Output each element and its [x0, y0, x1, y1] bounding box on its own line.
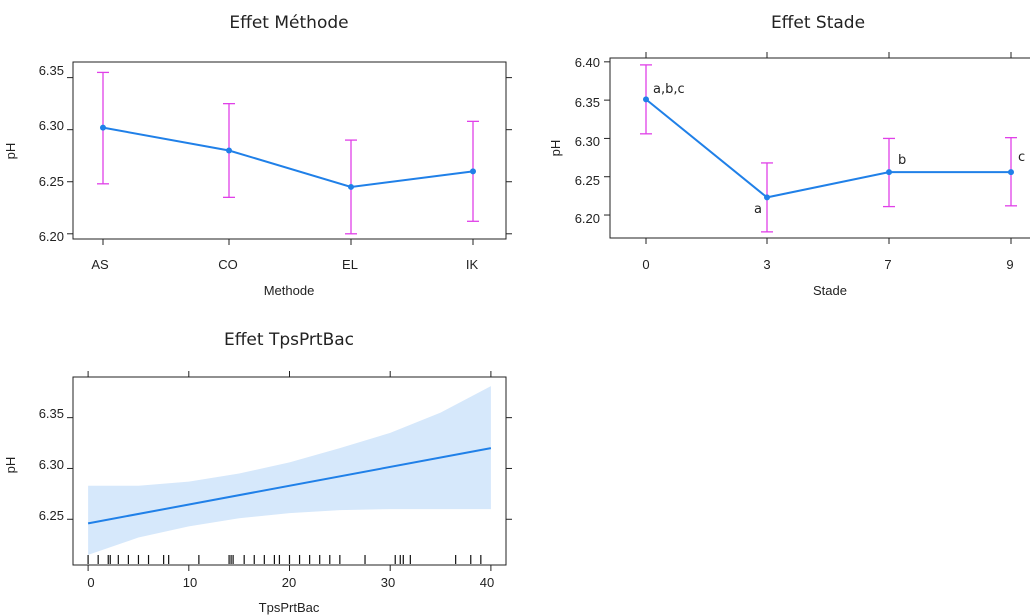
plot-area — [604, 52, 1017, 244]
data-point — [1008, 169, 1014, 176]
x-tick-label: 3 — [763, 257, 770, 272]
annotation-label: b — [898, 153, 906, 168]
series-line — [102, 126, 474, 188]
x-axis-label: TpsPrtBac — [259, 600, 320, 615]
data-point — [470, 168, 476, 175]
annotation-label: a,b,c — [653, 82, 685, 97]
y-axis-label: pH — [3, 457, 18, 474]
chart-title: Effet TpsPrtBac — [224, 330, 354, 350]
x-tick-label: AS — [91, 257, 109, 272]
data-point — [643, 96, 649, 103]
x-tick-label: 20 — [282, 575, 296, 590]
x-tick-label: 30 — [381, 575, 395, 590]
y-axis-label: pH — [3, 143, 18, 160]
x-tick-label: 10 — [183, 575, 197, 590]
data-point — [226, 147, 232, 154]
y-tick-label: 6.35 — [575, 95, 600, 110]
x-tick-label: 0 — [87, 575, 94, 590]
plot-area — [67, 371, 512, 571]
data-point — [348, 183, 354, 190]
y-tick-label: 6.30 — [575, 134, 600, 149]
y-tick-label: 6.25 — [39, 508, 64, 523]
y-tick-label: 6.40 — [575, 55, 600, 70]
x-tick-label: 0 — [642, 257, 649, 272]
series-line — [87, 447, 492, 525]
x-tick-label: IK — [466, 257, 479, 272]
y-tick-label: 6.35 — [39, 63, 64, 78]
y-tick-label: 6.25 — [39, 174, 64, 189]
y-tick-label: 6.35 — [39, 406, 64, 421]
x-tick-label: 40 — [480, 575, 494, 590]
chart-title: Effet Stade — [771, 13, 865, 33]
data-point — [100, 124, 106, 131]
annotation-label: c — [1018, 150, 1025, 165]
y-tick-label: 6.20 — [39, 229, 64, 244]
x-axis-label: Methode — [264, 283, 315, 298]
plot-area — [67, 71, 512, 245]
x-axis-label: Stade — [813, 283, 847, 298]
panel-effet-tpsprtbac: Effet TpsPrtBac 0 10 20 30 40 6.25 6.30 … — [3, 330, 512, 615]
y-tick-label: 6.30 — [39, 118, 64, 133]
data-point — [886, 169, 892, 176]
panel-effet-methode: Effet Méthode AS CO EL IK 6.20 6.25 6.30… — [3, 13, 512, 298]
x-tick-label: EL — [342, 257, 358, 272]
y-tick-label: 6.30 — [39, 457, 64, 472]
plot-frame — [609, 57, 1030, 239]
annotation-label: a — [754, 202, 762, 217]
series-line — [645, 98, 1011, 199]
x-tick-label: 9 — [1006, 257, 1013, 272]
x-tick-label: 7 — [884, 257, 891, 272]
panel-effet-stade: Effet Stade 0 3 7 9 6.20 6.25 6.30 6.35 … — [548, 13, 1030, 298]
confidence-band — [88, 386, 491, 555]
y-tick-label: 6.25 — [575, 173, 600, 188]
x-tick-label: CO — [218, 257, 238, 272]
plot-frame — [72, 61, 507, 240]
chart-title: Effet Méthode — [229, 13, 348, 33]
y-tick-label: 6.20 — [575, 211, 600, 226]
data-point — [764, 194, 770, 201]
y-axis-label: pH — [548, 140, 563, 157]
